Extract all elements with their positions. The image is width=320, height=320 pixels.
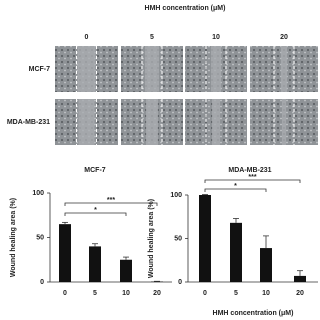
- micrograph-grid: [55, 46, 318, 145]
- error-bar: [263, 235, 269, 249]
- x-tick-label: 5: [93, 290, 97, 297]
- bar: [59, 224, 71, 282]
- bar: [199, 195, 211, 282]
- y-axis-label: Wound healing area (%): [148, 199, 155, 278]
- wound-gap: [211, 46, 221, 92]
- error-bar: [297, 270, 303, 276]
- x-tick-label: 10: [122, 290, 130, 297]
- wound-gap: [77, 46, 96, 92]
- x-tick-label: 20: [153, 290, 161, 297]
- wound-gap: [281, 46, 287, 92]
- bar: [89, 246, 101, 282]
- y-tick-label: 50: [174, 235, 182, 242]
- y-axis-label: Wound healing area (%): [10, 198, 17, 277]
- row-label: MDA-MB-231: [7, 119, 50, 126]
- wound-gap: [212, 99, 220, 145]
- significance-bracket: [64, 212, 127, 216]
- column-label: 10: [212, 34, 220, 41]
- column-label: 20: [280, 34, 288, 41]
- y-tick-label: 50: [36, 234, 44, 241]
- y-tick-label: 100: [32, 190, 44, 197]
- chart-title: MDA-MB-231: [228, 167, 271, 174]
- x-tick-label: 0: [203, 290, 207, 297]
- significance-label: *: [94, 207, 97, 214]
- significance-bracket: [64, 202, 158, 206]
- bar: [230, 222, 242, 282]
- panel-title: HMH concentration (μM): [145, 5, 226, 12]
- error-bar: [62, 221, 68, 225]
- error-bar: [92, 243, 98, 247]
- error-bar: [233, 218, 239, 223]
- x-tick-label: 10: [262, 290, 270, 297]
- significance-bracket: [204, 179, 301, 183]
- wound-gap: [145, 46, 159, 92]
- column-label: 5: [150, 34, 154, 41]
- significance-label: ***: [248, 174, 256, 181]
- y-tick-label: 0: [40, 279, 44, 286]
- x-tick-label: 5: [234, 290, 238, 297]
- wound-gap: [282, 99, 286, 145]
- chart-title: MCF-7: [84, 167, 105, 174]
- row-label: MCF-7: [29, 66, 50, 73]
- wound-gap: [78, 99, 95, 145]
- bar: [294, 275, 306, 282]
- x-tick-label: 20: [296, 290, 304, 297]
- significance-label: *: [234, 183, 237, 190]
- bar: [260, 248, 272, 282]
- x-axis-label: HMH concentration (μM): [213, 310, 294, 317]
- y-tick-label: 100: [170, 192, 182, 199]
- significance-label: ***: [107, 197, 115, 204]
- column-label: 0: [85, 34, 89, 41]
- x-tick-label: 0: [63, 290, 67, 297]
- bar: [120, 259, 132, 282]
- wound-gap: [146, 99, 158, 145]
- significance-bracket: [204, 188, 267, 192]
- y-tick-label: 0: [178, 279, 182, 286]
- error-bar: [123, 256, 129, 260]
